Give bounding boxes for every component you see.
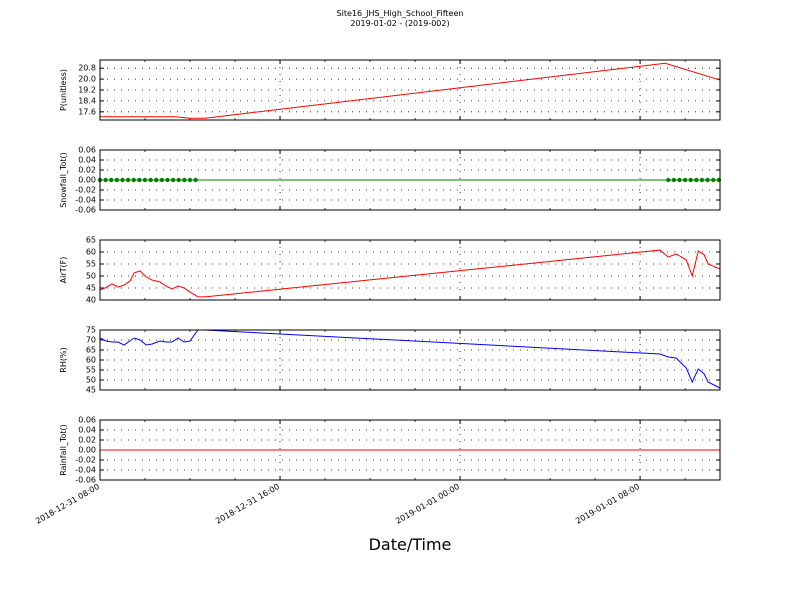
y-tick-label: 65 bbox=[86, 236, 96, 245]
marker bbox=[666, 177, 671, 183]
marker bbox=[120, 177, 125, 183]
figure-title: Site16_JHS_High_School_Fifteen bbox=[337, 9, 464, 18]
marker bbox=[170, 177, 176, 183]
y-tick-label: 0.06 bbox=[78, 146, 96, 155]
y-tick-label: 0.00 bbox=[78, 176, 96, 185]
marker bbox=[142, 177, 148, 183]
y-tick-label: 55 bbox=[86, 366, 96, 375]
plot-frame bbox=[99, 239, 721, 301]
y-tick-label: -0.06 bbox=[75, 206, 96, 215]
marker bbox=[159, 177, 165, 183]
y-tick-label: 65 bbox=[86, 346, 96, 355]
y-axis-label: Rainfall_Tot() bbox=[59, 424, 68, 476]
y-axis-label: P(unitless) bbox=[59, 69, 68, 111]
marker bbox=[193, 177, 198, 183]
marker bbox=[154, 177, 159, 183]
y-tick-label: 60 bbox=[86, 248, 96, 257]
marker bbox=[677, 177, 682, 183]
marker bbox=[694, 177, 699, 183]
y-tick-label: 45 bbox=[86, 284, 96, 293]
x-axis-label: Date/Time bbox=[369, 535, 452, 554]
y-axis-label: Snowfall_Tot() bbox=[59, 152, 68, 208]
y-axis-label: RH(%) bbox=[59, 347, 68, 372]
y-tick-label: -0.02 bbox=[75, 456, 96, 465]
y-tick-label: 55 bbox=[86, 260, 96, 269]
marker bbox=[148, 177, 153, 183]
series-line bbox=[99, 249, 721, 298]
marker bbox=[165, 177, 170, 183]
y-tick-label: 75 bbox=[86, 326, 96, 335]
y-tick-label: 0.04 bbox=[78, 156, 96, 165]
marker bbox=[182, 177, 187, 183]
series-line bbox=[99, 329, 721, 389]
y-tick-label: 0.02 bbox=[78, 436, 96, 445]
y-tick-label: 50 bbox=[86, 272, 96, 281]
y-tick-label: -0.04 bbox=[75, 196, 96, 205]
marker bbox=[187, 177, 193, 183]
marker bbox=[137, 177, 142, 183]
marker bbox=[131, 177, 136, 183]
y-tick-label: 0.06 bbox=[78, 416, 96, 425]
y-tick-label: 40 bbox=[86, 296, 96, 305]
y-tick-label: 17.6 bbox=[78, 107, 96, 116]
plot-frame bbox=[99, 419, 721, 481]
marker bbox=[114, 177, 120, 183]
plot-frame bbox=[99, 329, 721, 391]
marker bbox=[705, 177, 710, 183]
y-tick-label: 50 bbox=[86, 376, 96, 385]
y-tick-label: 0.02 bbox=[78, 166, 96, 175]
y-tick-label: -0.04 bbox=[75, 466, 96, 475]
marker bbox=[176, 177, 181, 183]
y-tick-label: 18.4 bbox=[78, 96, 96, 105]
y-tick-label: 60 bbox=[86, 356, 96, 365]
marker bbox=[109, 177, 114, 183]
marker bbox=[688, 177, 693, 183]
y-tick-label: 45 bbox=[86, 386, 96, 395]
marker bbox=[699, 177, 705, 183]
y-tick-label: 20.0 bbox=[78, 75, 96, 84]
y-tick-label: 0.00 bbox=[78, 446, 96, 455]
marker bbox=[671, 177, 677, 183]
figure-subtitle: 2019-01-02 - (2019-002) bbox=[350, 19, 449, 28]
marker bbox=[125, 177, 131, 183]
marker bbox=[682, 177, 688, 183]
y-tick-label: 19.2 bbox=[78, 86, 96, 95]
y-tick-label: -0.06 bbox=[75, 476, 96, 485]
y-tick-label: 20.8 bbox=[78, 64, 96, 73]
y-tick-label: 70 bbox=[86, 336, 96, 345]
plot-frame bbox=[99, 59, 721, 121]
plot-frame bbox=[99, 149, 721, 211]
series-line bbox=[100, 62, 721, 119]
marker bbox=[103, 177, 108, 183]
y-tick-label: 0.04 bbox=[78, 426, 96, 435]
y-axis-label: AirT(F) bbox=[59, 257, 68, 284]
y-tick-label: -0.02 bbox=[75, 186, 96, 195]
marker bbox=[711, 177, 716, 183]
